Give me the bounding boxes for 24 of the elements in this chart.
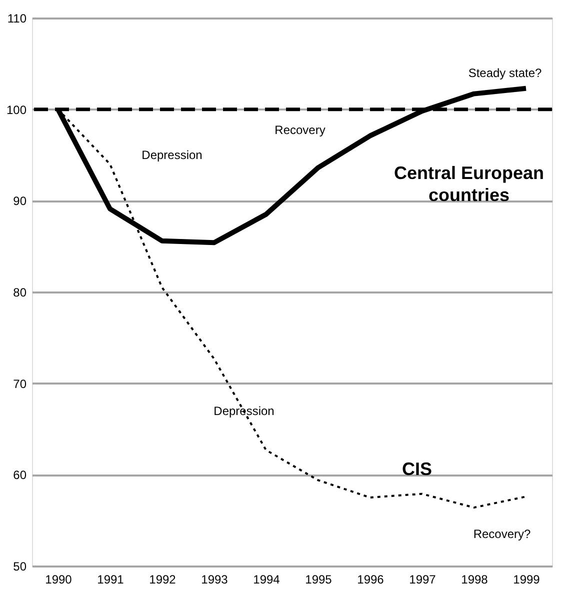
series-label: CIS bbox=[402, 458, 432, 479]
y-tick-label: 60 bbox=[13, 468, 27, 482]
y-tick-label: 90 bbox=[13, 194, 27, 208]
y-tick-label: 50 bbox=[13, 560, 27, 574]
x-tick-label: 1997 bbox=[409, 572, 436, 586]
x-tick-label: 1991 bbox=[97, 572, 124, 586]
y-tick-label: 100 bbox=[6, 102, 27, 117]
x-tick-label: 1994 bbox=[253, 572, 280, 586]
y-tick-label: 70 bbox=[13, 376, 27, 391]
x-tick-label: 1996 bbox=[357, 572, 384, 586]
x-tick-label: 1999 bbox=[513, 572, 540, 586]
annotation: Recovery bbox=[274, 123, 326, 137]
annotation: Depression bbox=[214, 404, 274, 418]
x-tick-label: 1992 bbox=[149, 572, 176, 586]
x-tick-label: 1993 bbox=[201, 572, 228, 586]
x-tick-label: 1998 bbox=[461, 572, 488, 586]
annotation: Depression bbox=[142, 148, 202, 162]
annotation: Recovery? bbox=[473, 527, 532, 541]
series-label: Central European countries bbox=[394, 162, 544, 205]
y-tick-label: 110 bbox=[7, 12, 27, 26]
y-tick-label: 80 bbox=[13, 286, 27, 300]
x-tick-label: 1990 bbox=[45, 572, 72, 586]
annotation: Steady state? bbox=[468, 66, 542, 80]
x-tick-label: 1995 bbox=[305, 572, 332, 586]
